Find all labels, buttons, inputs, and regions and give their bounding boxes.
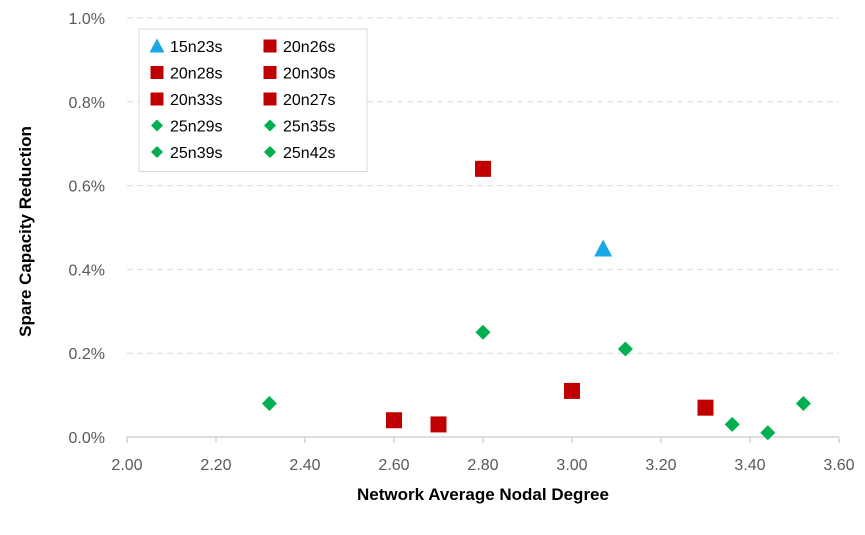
- y-tick-label: 1.0%: [69, 11, 105, 28]
- x-tick-label: 3.00: [556, 457, 587, 474]
- grid-lines: [127, 17, 839, 354]
- axes: 0.0% 0.2% 0.4% 0.6% 0.8% 1.0% 2.00 2.20 2.40 2.60…: [69, 11, 855, 474]
- data-point-25n42s: [724, 416, 740, 432]
- x-tick-label: 3.60: [823, 457, 854, 474]
- legend: 15n23s 20n26s 20n28s 20n30s 20n33s 20n27s 25n2…: [138, 28, 368, 172]
- legend-label: 20n30s: [283, 66, 336, 83]
- legend-marker-20n26s: [263, 39, 277, 53]
- x-tick-label: 2.00: [111, 457, 142, 474]
- legend-label: 20n28s: [170, 66, 223, 83]
- y-tick-label: 0.0%: [69, 430, 105, 447]
- data-points: [261, 160, 811, 441]
- x-tick-label: 2.60: [378, 457, 409, 474]
- legend-marker-20n27s: [263, 92, 277, 106]
- data-point-20n30s: [564, 382, 580, 399]
- legend-marker-15n23s: [149, 38, 165, 53]
- legend-marker-25n42s: [264, 146, 276, 158]
- y-tick-label: 0.2%: [69, 346, 105, 363]
- legend-label: 25n29s: [170, 119, 223, 136]
- x-tick-label: 3.40: [734, 457, 765, 474]
- data-point-20n28s: [475, 160, 491, 177]
- legend-label: 25n39s: [170, 145, 223, 162]
- x-axis-title: Network Average Nodal Degree: [357, 485, 609, 504]
- data-point-20n27s: [430, 416, 447, 433]
- data-point-25n39s: [617, 341, 633, 357]
- legend-marker-25n35s: [264, 119, 276, 132]
- data-point-20n33s: [697, 399, 714, 416]
- legend-label: 25n35s: [283, 119, 336, 136]
- legend-label: 20n27s: [283, 92, 336, 109]
- x-tick-label: 2.20: [200, 457, 231, 474]
- data-point-25n29s: [261, 395, 277, 411]
- legend-label: 20n33s: [170, 92, 223, 109]
- x-tick-label: 2.40: [289, 457, 320, 474]
- y-axis-title: Spare Capacity Reduction: [16, 126, 35, 337]
- y-tick-label: 0.8%: [69, 95, 105, 112]
- legend-label: 20n26s: [283, 39, 336, 56]
- y-tick-label: 0.6%: [69, 179, 105, 196]
- legend-marker-25n39s: [151, 146, 163, 158]
- legend-marker-25n29s: [151, 119, 163, 132]
- legend-marker-20n33s: [150, 92, 164, 106]
- legend-label: 15n23s: [170, 39, 223, 56]
- legend-label: 25n42s: [283, 145, 336, 162]
- legend-marker-20n30s: [263, 66, 277, 79]
- data-point-25n42s: [795, 395, 811, 411]
- legend-marker-20n28s: [150, 66, 164, 79]
- legend-box: [138, 28, 368, 172]
- data-point-20n26s: [386, 412, 402, 429]
- data-point-15n23s: [594, 239, 613, 257]
- data-point-25n35s: [475, 324, 491, 340]
- y-tick-label: 0.4%: [69, 262, 105, 279]
- x-tick-label: 2.80: [467, 457, 498, 474]
- x-tick-label: 3.20: [645, 457, 676, 474]
- data-point-25n42s: [760, 425, 776, 441]
